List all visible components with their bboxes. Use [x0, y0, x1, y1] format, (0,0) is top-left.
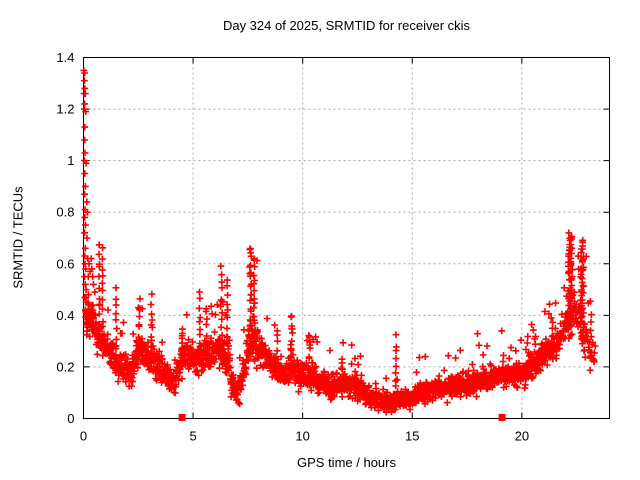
y-tick-label: 0.2 [56, 359, 74, 374]
y-tick-label: 1.4 [56, 50, 74, 65]
y-axis-label: SRMTID / TECUs [10, 186, 26, 289]
x-tick-label: 10 [295, 429, 309, 444]
x-axis-label: GPS time / hours [297, 455, 396, 470]
event-marker-square [498, 413, 506, 421]
event-marker-square [178, 413, 186, 421]
y-tick-label: 0.6 [56, 256, 74, 271]
x-tick-label: 20 [515, 429, 529, 444]
x-tick-label: 0 [80, 429, 87, 444]
y-tick-label: 1.2 [56, 102, 74, 117]
plot-border [83, 57, 610, 419]
y-tick-label: 0.8 [56, 205, 74, 220]
chart-title: Day 324 of 2025, SRMTID for receiver cki… [222, 18, 471, 33]
data-points [80, 67, 599, 416]
gridlines [83, 57, 610, 419]
x-tick-label: 15 [405, 429, 419, 444]
y-tick-label: 0 [67, 411, 74, 426]
y-tick-label: 1 [67, 153, 74, 168]
y-tick-label: 0.4 [56, 308, 74, 323]
x-tick-label: 5 [189, 429, 196, 444]
